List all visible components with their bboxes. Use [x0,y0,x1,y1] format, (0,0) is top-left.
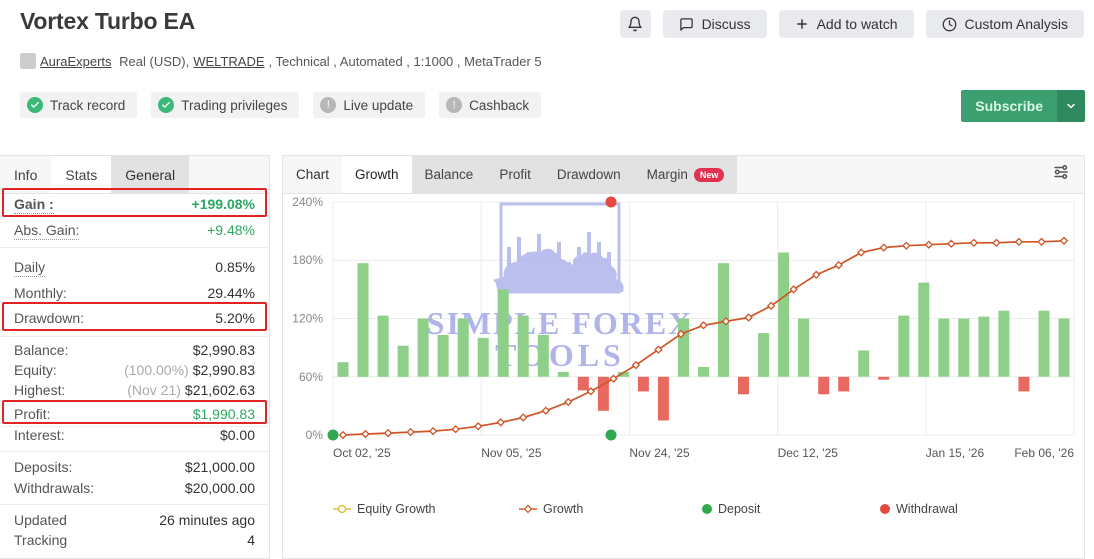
svg-text:Jan 15, '26: Jan 15, '26 [926,446,985,460]
svg-text:60%: 60% [299,370,323,384]
svg-text:180%: 180% [292,253,323,267]
svg-text:240%: 240% [292,195,323,209]
svg-text:Dec 12, '25: Dec 12, '25 [778,446,839,460]
svg-text:Feb 06, '26: Feb 06, '26 [1014,446,1074,460]
svg-text:Oct 02, '25: Oct 02, '25 [333,446,391,460]
svg-text:TOOLS: TOOLS [495,337,625,373]
svg-text:Nov 05, '25: Nov 05, '25 [481,446,542,460]
svg-text:Nov 24, '25: Nov 24, '25 [629,446,690,460]
svg-text:0%: 0% [306,428,324,442]
svg-text:120%: 120% [292,312,323,326]
